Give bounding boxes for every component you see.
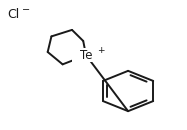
Text: Te: Te <box>80 49 92 62</box>
FancyBboxPatch shape <box>72 48 100 62</box>
Text: −: − <box>22 5 30 15</box>
Text: +: + <box>97 46 104 55</box>
Text: Cl: Cl <box>7 8 20 21</box>
